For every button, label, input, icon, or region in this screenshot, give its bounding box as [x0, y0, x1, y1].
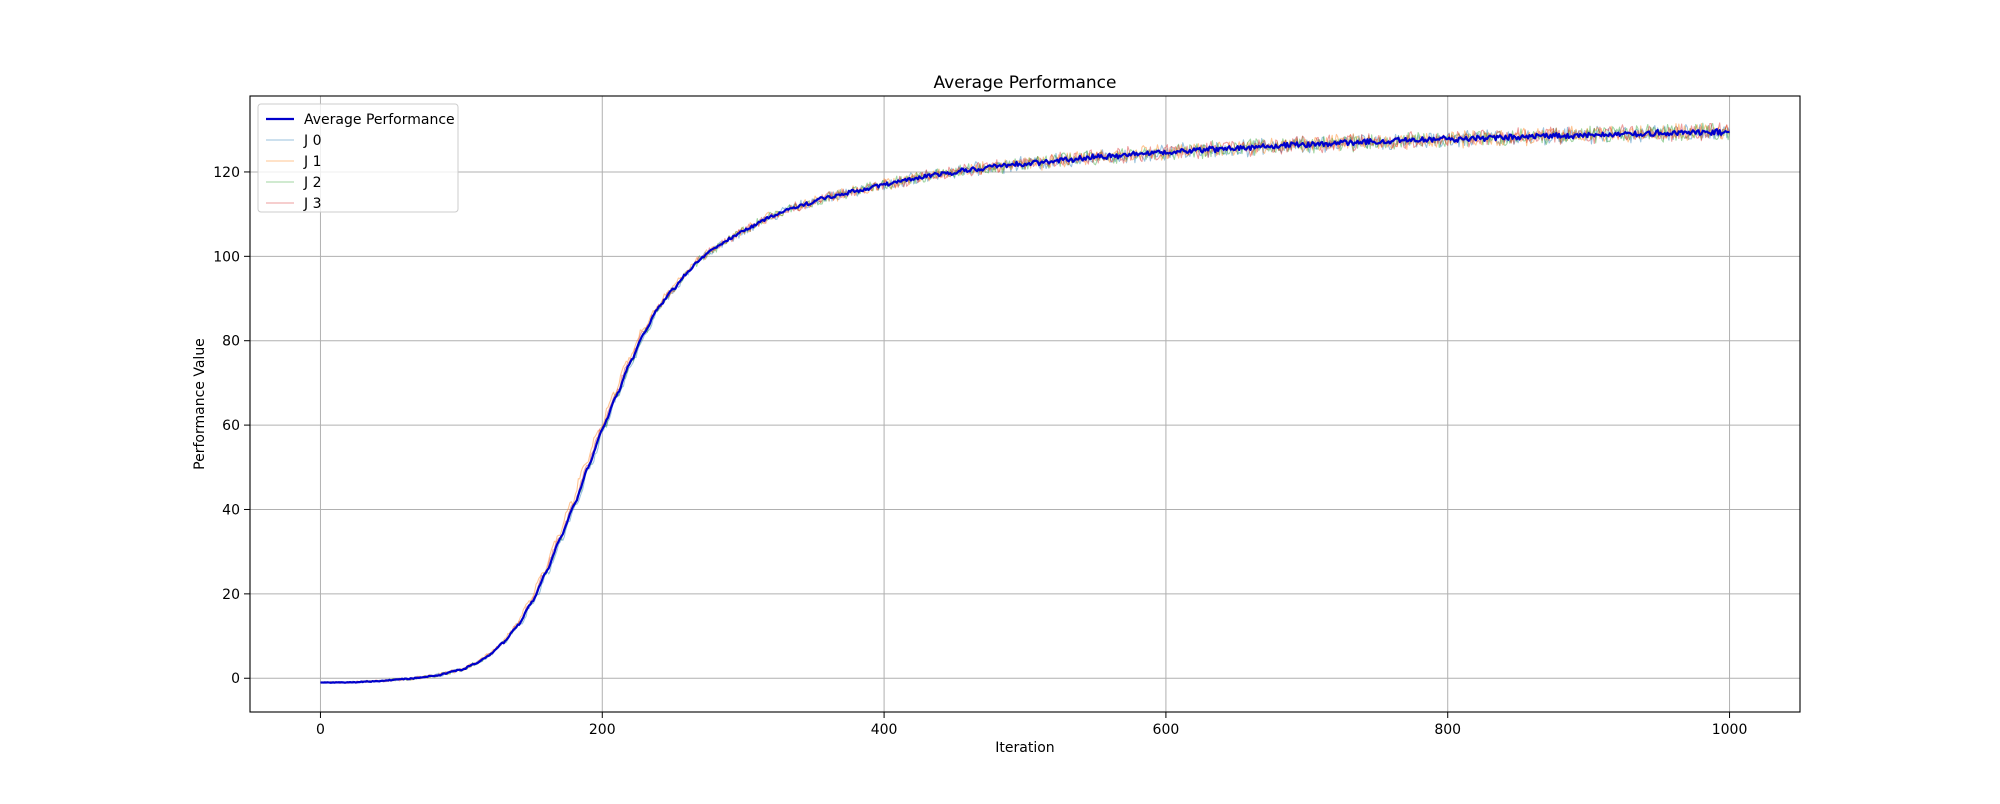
y-axis-label: Performance Value — [192, 338, 208, 470]
y-tick-label: 100 — [213, 249, 240, 265]
series-line-average-performance — [320, 128, 1730, 684]
x-axis-label: Iteration — [995, 740, 1054, 756]
y-tick-label: 20 — [222, 587, 240, 603]
y-tick-label: 0 — [231, 671, 240, 687]
y-tick-label: 80 — [222, 334, 240, 350]
chart-title: Average Performance — [934, 73, 1117, 93]
series-line-j-0 — [320, 124, 1731, 684]
x-tick-label: 600 — [1153, 722, 1180, 738]
y-tick-label: 120 — [213, 165, 240, 181]
x-tick-label: 0 — [316, 722, 325, 738]
tick-layer: 0 200 400 600 800 1000 0 20 40 60 80 100 120 — [213, 165, 1747, 738]
x-tick-label: 400 — [871, 722, 898, 738]
x-tick-label: 800 — [1434, 722, 1461, 738]
legend-items: Average Performance J 0 J 1 J 2 J 3 — [266, 112, 455, 212]
x-tick-label: 200 — [589, 722, 616, 738]
legend-label: J 1 — [303, 154, 322, 170]
legend-label: J 0 — [303, 133, 322, 149]
axes-frame — [249, 95, 1801, 713]
grid-layer — [250, 96, 1800, 712]
legend-label: J 2 — [303, 175, 322, 191]
x-tick-label: 1000 — [1712, 722, 1748, 738]
legend: Average Performance J 0 J 1 J 2 J 3 — [257, 103, 459, 213]
plot-area-background — [250, 96, 1800, 712]
y-tick-label: 60 — [222, 418, 240, 434]
series-layer — [320, 122, 1731, 684]
legend-frame — [257, 103, 459, 213]
y-tick-label: 40 — [222, 502, 240, 518]
legend-label: J 3 — [303, 196, 322, 212]
legend-label: Average Performance — [304, 112, 455, 128]
